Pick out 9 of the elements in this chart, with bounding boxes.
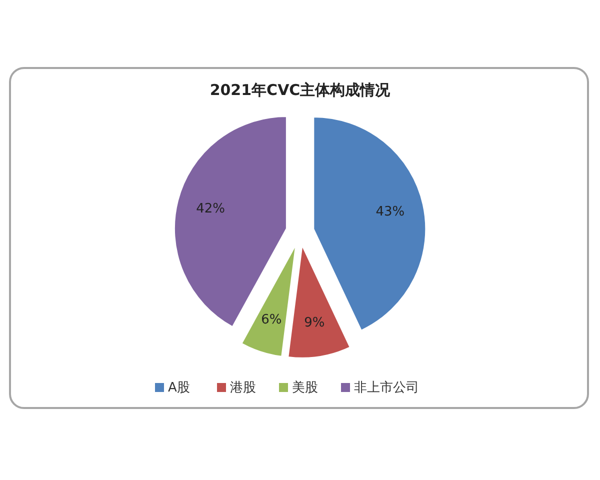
data-label: 9% — [304, 316, 325, 331]
data-label: 42% — [196, 202, 225, 217]
legend-label: 非上市公司 — [354, 380, 419, 396]
data-label: 6% — [261, 312, 282, 328]
legend-label: A股 — [168, 380, 190, 396]
legend-label: 美股 — [292, 380, 318, 396]
legend-label: 港股 — [230, 380, 256, 396]
chart-title: 2021年CVC主体构成情况 — [210, 81, 392, 99]
data-label: 43% — [376, 204, 405, 220]
